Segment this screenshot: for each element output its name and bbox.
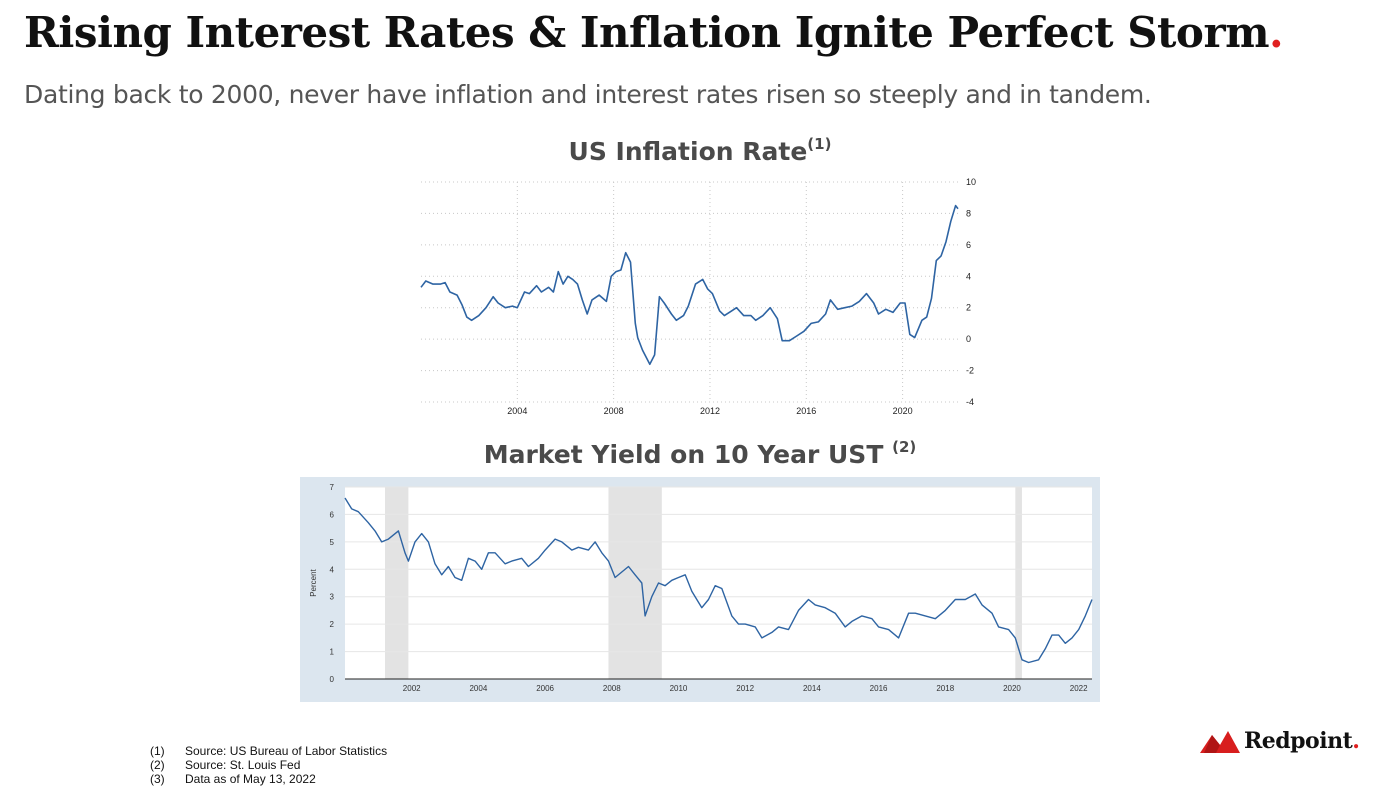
- yield-y-tick-label: 2: [330, 620, 335, 629]
- yield-x-tick-label: 2004: [469, 684, 487, 693]
- footnotes: (1) Source: US Bureau of Labor Statistics…: [150, 744, 387, 786]
- footnote-2: (2) Source: St. Louis Fed: [150, 758, 387, 772]
- yield-chart-title: Market Yield on 10 Year UST (2): [350, 438, 1050, 469]
- yield-x-tick-label: 2010: [670, 684, 688, 693]
- page-title: Rising Interest Rates & Inflation Ignite…: [24, 8, 1284, 57]
- inflation-x-tick-label: 2016: [796, 406, 816, 416]
- yield-chart-title-note: (2): [892, 438, 917, 456]
- footnote-number: (2): [150, 758, 165, 772]
- inflation-y-tick-label: 8: [966, 208, 971, 218]
- redpoint-logo-icon: [1200, 731, 1240, 753]
- footnote-number: (3): [150, 772, 165, 786]
- yield-y-axis-label: Percent: [309, 568, 318, 596]
- yield-y-tick-label: 3: [330, 593, 335, 602]
- yield-x-tick-label: 2022: [1070, 684, 1088, 693]
- yield-x-tick-label: 2018: [936, 684, 954, 693]
- yield-y-tick-label: 7: [330, 483, 335, 492]
- yield-x-tick-label: 2014: [803, 684, 821, 693]
- recession-band: [385, 487, 409, 679]
- yield-y-tick-label: 4: [330, 565, 335, 574]
- recession-band: [1015, 487, 1022, 679]
- footnote-1: (1) Source: US Bureau of Labor Statistics: [150, 744, 387, 758]
- yield-chart: 7 6 5 4 3 2 1 0 2002 2004 2006 2008 2010 2012 2014 2016…: [300, 477, 1100, 702]
- inflation-x-tick-label: 2020: [893, 406, 913, 416]
- inflation-y-tick-label: 4: [966, 271, 971, 281]
- yield-x-tick-label: 2006: [536, 684, 554, 693]
- inflation-chart-title: US Inflation Rate(1): [350, 135, 1050, 166]
- yield-chart-title-text: Market Yield on 10 Year UST: [483, 440, 884, 469]
- inflation-x-tick-label: 2012: [700, 406, 720, 416]
- footnote-text: Source: St. Louis Fed: [185, 758, 301, 772]
- inflation-y-tick-label: 6: [966, 240, 971, 250]
- yield-plot-area: [345, 487, 1092, 679]
- inflation-y-tick-label: -4: [966, 397, 974, 407]
- yield-y-tick-label: 5: [330, 538, 335, 547]
- yield-x-tick-label: 2008: [603, 684, 621, 693]
- inflation-y-tick-label: 10: [966, 177, 976, 187]
- logo-dot: .: [1352, 728, 1360, 754]
- yield-x-tick-label: 2002: [403, 684, 421, 693]
- yield-y-tick-label: 0: [330, 675, 335, 684]
- page-subtitle: Dating back to 2000, never have inflatio…: [24, 80, 1152, 109]
- inflation-y-tick-label: -2: [966, 366, 974, 376]
- inflation-y-tick-label: 0: [966, 334, 971, 344]
- logo-text: Redpoint.: [1244, 728, 1360, 754]
- footnote-text: Data as of May 13, 2022: [185, 772, 316, 786]
- footnote-text: Source: US Bureau of Labor Statistics: [185, 744, 388, 758]
- inflation-y-tick-label: 2: [966, 303, 971, 313]
- yield-y-tick-label: 1: [330, 648, 335, 657]
- logo-wordmark: Redpoint: [1244, 728, 1353, 754]
- page-title-text: Rising Interest Rates & Inflation Ignite…: [24, 8, 1270, 57]
- yield-series-line: [344, 497, 1093, 664]
- inflation-chart-title-note: (1): [807, 135, 832, 153]
- footnote-3: (3) Data as of May 13, 2022: [150, 772, 387, 786]
- inflation-series-line: [420, 204, 959, 366]
- inflation-chart: 10 8 6 4 2 0 -2 -4 2004 2008 2012 2016 2020: [420, 177, 976, 416]
- yield-x-tick-label: 2016: [870, 684, 888, 693]
- yield-x-tick-label: 2012: [736, 684, 754, 693]
- recession-band: [608, 487, 662, 679]
- inflation-x-tick-label: 2004: [507, 406, 527, 416]
- redpoint-logo: Redpoint.: [1200, 728, 1360, 754]
- inflation-chart-title-text: US Inflation Rate: [568, 137, 808, 166]
- yield-y-tick-label: 6: [330, 510, 335, 519]
- title-dot: .: [1269, 8, 1284, 57]
- inflation-x-tick-label: 2008: [604, 406, 624, 416]
- yield-x-tick-label: 2020: [1003, 684, 1021, 693]
- footnote-number: (1): [150, 744, 165, 758]
